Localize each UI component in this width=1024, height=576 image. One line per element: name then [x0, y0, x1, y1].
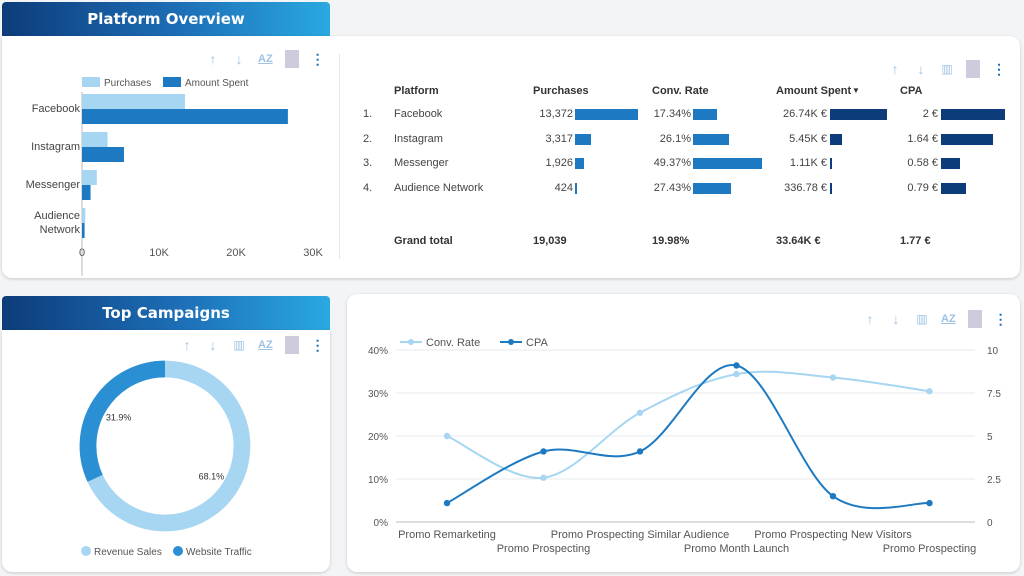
legend-swatch-purchases: [82, 77, 100, 87]
legend-dot-website-traffic: [173, 546, 183, 556]
line-toolbar: ↑ ↓ ▥ AZ ⋮: [863, 310, 1008, 328]
donut-value-label: 31.9%: [106, 412, 132, 422]
card-divider: [339, 54, 340, 259]
sort-ascending-icon[interactable]: ↑: [209, 51, 217, 67]
toolbar-separator: [967, 310, 982, 328]
category-label: Audience: [34, 210, 80, 222]
legend-label-revenue-sales: Revenue Sales: [94, 547, 162, 558]
more-options-icon[interactable]: ⋮: [310, 336, 325, 353]
toolbar-separator: [284, 336, 299, 354]
sort-ascending-icon[interactable]: ↑: [891, 61, 899, 77]
toolbar-separator: [966, 60, 980, 78]
donut-legend: Revenue Sales Website Traffic: [81, 546, 252, 558]
sort-descending-icon[interactable]: ↓: [235, 51, 243, 67]
x-tick-label: 20K: [226, 247, 246, 259]
bar-purchases: [82, 208, 86, 223]
sort-ascending-icon[interactable]: ↑: [183, 337, 191, 353]
more-options-icon[interactable]: ⋮: [992, 60, 1006, 77]
donut-toolbar: ↑ ↓ ▥ AZ ⋮: [180, 336, 325, 354]
more-options-icon[interactable]: ⋮: [993, 310, 1008, 327]
bar-amount-spent: [82, 109, 288, 124]
top-campaigns-title: Top Campaigns: [102, 304, 230, 322]
legend-swatch-amount-spent: [163, 77, 181, 87]
donut-slice-revenue-sales: [87, 360, 251, 532]
donut-slice-website-traffic: [79, 360, 166, 482]
donut-value-label: 68.1%: [199, 472, 225, 482]
sort-descending-icon[interactable]: ↓: [917, 61, 925, 77]
sort-ascending-icon[interactable]: ↑: [866, 311, 874, 327]
bar-amount-spent: [82, 147, 124, 162]
bar-chart-toolbar: ↑ ↓ AZ ⋮: [206, 50, 325, 68]
top-campaigns-title-tab: Top Campaigns: [2, 296, 330, 330]
toolbar-separator: [284, 50, 299, 68]
sort-alpha-icon[interactable]: AZ: [941, 313, 956, 325]
platform-overview-title-tab: Platform Overview: [2, 2, 330, 36]
category-label: Network: [40, 224, 81, 236]
sort-alpha-icon[interactable]: AZ: [258, 339, 273, 351]
campaign-line-card: ↑ ↓ ▥ AZ ⋮: [347, 294, 1020, 572]
platform-bar-chart: Purchases Amount Spent Facebook Instagram…: [26, 77, 323, 276]
legend-label-website-traffic: Website Traffic: [186, 547, 252, 558]
chart-settings-icon[interactable]: ▥: [233, 338, 245, 352]
sort-alpha-icon[interactable]: AZ: [258, 53, 273, 65]
x-tick-label: 0: [79, 247, 85, 259]
more-options-icon[interactable]: ⋮: [310, 50, 325, 67]
bar-legend: Purchases Amount Spent: [82, 77, 249, 89]
legend-dot-revenue-sales: [81, 546, 91, 556]
category-label: Instagram: [31, 141, 80, 153]
legend-label-amount-spent: Amount Spent: [185, 78, 249, 89]
chart-settings-icon[interactable]: ▥: [941, 62, 953, 76]
category-label: Facebook: [32, 103, 81, 115]
chart-settings-icon[interactable]: ▥: [916, 312, 928, 326]
bar-purchases: [82, 170, 97, 185]
sort-descending-icon[interactable]: ↓: [892, 311, 900, 327]
sort-descending-icon[interactable]: ↓: [209, 337, 217, 353]
bar-purchases: [82, 132, 108, 147]
x-tick-label: 30K: [303, 247, 323, 259]
platform-overview-card: ↑ ↓ AZ ⋮ ↑ ↓ ▥ ⋮: [2, 36, 1020, 278]
campaign-donut-chart: 68.1% 31.9% Revenue Sales Website Traffic: [79, 360, 252, 558]
legend-label-purchases: Purchases: [104, 78, 151, 89]
table-toolbar: ↑ ↓ ▥ ⋮: [888, 60, 1006, 78]
x-tick-label: 10K: [149, 247, 169, 259]
bar-amount-spent: [82, 223, 85, 238]
category-label: Messenger: [26, 179, 81, 191]
bar-purchases: [82, 94, 185, 109]
bar-amount-spent: [82, 185, 91, 200]
platform-overview-title: Platform Overview: [87, 10, 245, 28]
